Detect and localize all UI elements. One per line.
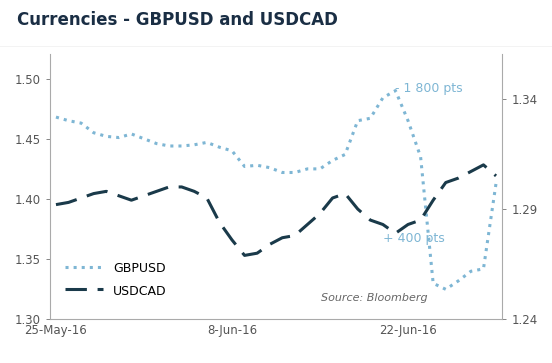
Text: - 1 800 pts: - 1 800 pts [395, 82, 463, 95]
Legend: GBPUSD, USDCAD: GBPUSD, USDCAD [61, 257, 172, 303]
Text: + 400 pts: + 400 pts [383, 232, 444, 245]
Text: Source: Bloomberg: Source: Bloomberg [321, 293, 428, 303]
Text: Currencies - GBPUSD and USDCAD: Currencies - GBPUSD and USDCAD [17, 11, 337, 29]
